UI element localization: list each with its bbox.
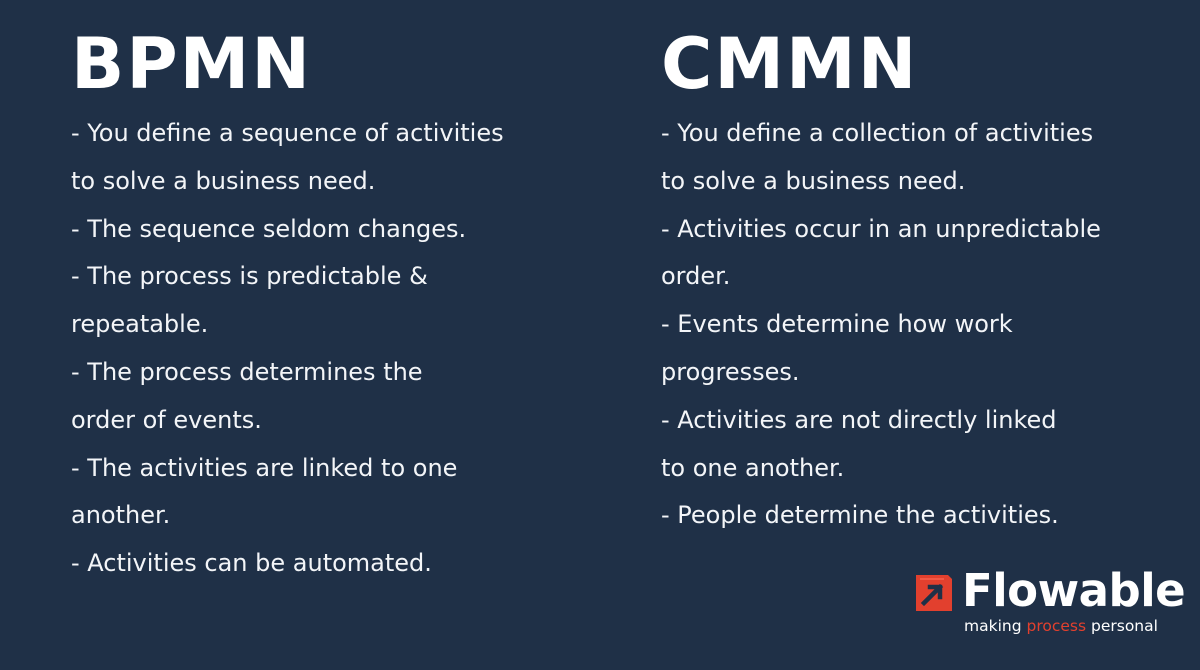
tagline-post: personal: [1086, 617, 1158, 635]
bpmn-line: order of events.: [71, 405, 262, 434]
flowable-arrow-icon: [916, 575, 952, 611]
bpmn-line: repeatable.: [71, 310, 209, 339]
cmmn-line: progresses.: [661, 357, 800, 386]
flowable-wordmark: Flowable: [962, 564, 1186, 617]
cmmn-line: to one another.: [661, 453, 845, 482]
cmmn-line-list: - You define a collection of activities …: [661, 110, 1181, 540]
cmmn-line: - You define a collection of activities: [661, 119, 1094, 147]
bpmn-line: another.: [71, 501, 171, 530]
cmmn-line: order.: [661, 262, 731, 291]
cmmn-column: CMMN - You define a collection of activi…: [661, 22, 1181, 540]
bpmn-line-list: - You define a sequence of activities to…: [71, 110, 591, 588]
bpmn-line: - The activities are linked to one: [71, 453, 458, 482]
bpmn-line: - The process is predictable &: [71, 262, 428, 291]
cmmn-line: to solve a business need.: [661, 166, 966, 195]
cmmn-line: - Activities occur in an unpredictable: [661, 214, 1101, 243]
bpmn-line: - You define a sequence of activities: [71, 119, 504, 147]
logo-tagline: making process personal: [964, 617, 1158, 635]
bpmn-heading: BPMN: [71, 23, 312, 105]
bpmn-column: BPMN - You define a sequence of activiti…: [71, 22, 591, 588]
bpmn-line: - The process determines the: [71, 357, 423, 386]
bpmn-line: to solve a business need.: [71, 166, 376, 195]
tagline-pre: making: [964, 617, 1027, 635]
cmmn-heading: CMMN: [661, 23, 919, 105]
cmmn-line: - Events determine how work: [661, 310, 1013, 339]
tagline-accent: process: [1026, 617, 1087, 635]
bpmn-line: - The sequence seldom changes.: [71, 214, 467, 243]
bpmn-line: - Activities can be automated.: [71, 549, 432, 578]
cmmn-line: - Activities are not directly linked: [661, 405, 1057, 434]
flowable-logo: Flowable making process personal: [914, 565, 1186, 635]
cmmn-line: - People determine the activities.: [661, 501, 1059, 530]
